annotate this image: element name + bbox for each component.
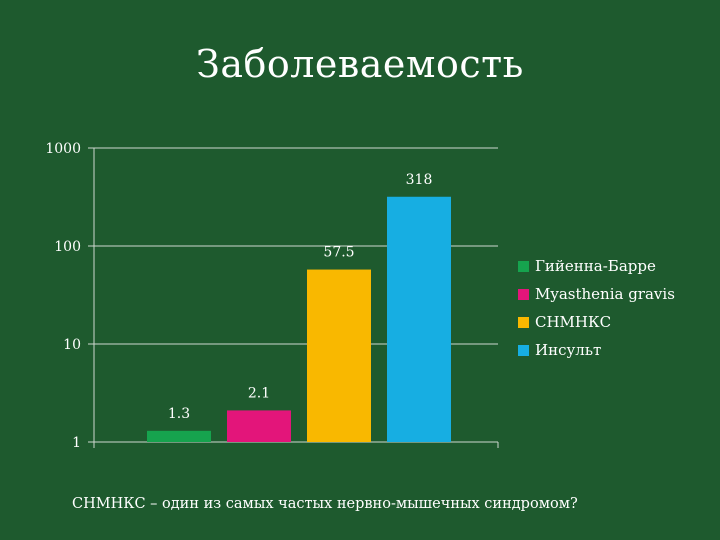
bar-1	[147, 430, 211, 442]
data-label: 57.5	[323, 245, 354, 261]
legend-label: Инсульт	[535, 341, 602, 359]
legend-swatch	[518, 344, 529, 356]
legend-item: Гийенна-Барре	[518, 252, 675, 280]
bar-2	[227, 410, 291, 442]
legend-item: Инсульт	[518, 336, 675, 364]
legend-item: Myasthenia gravis	[518, 280, 675, 308]
bar-4	[387, 196, 451, 442]
legend-swatch	[518, 316, 529, 328]
footnote: СНМНКС – один из самых частых нервно-мыш…	[72, 496, 578, 512]
data-label: 1.3	[168, 406, 190, 422]
y-tick-label: 1	[72, 435, 81, 451]
bar-3	[307, 269, 371, 442]
legend-label: СНМНКС	[535, 313, 612, 331]
legend-item: СНМНКС	[518, 308, 675, 336]
legend-swatch	[518, 288, 529, 300]
legend-swatch	[518, 260, 529, 272]
chart-title: Заболеваемость	[196, 42, 524, 86]
data-label: 2.1	[248, 385, 270, 401]
legend: Гийенна-Барре Myasthenia gravis СНМНКС Инсу…	[518, 252, 675, 364]
data-label: 318	[406, 172, 433, 188]
legend-label: Гийенна-Барре	[535, 257, 656, 275]
y-tick-label: 10	[63, 337, 81, 353]
y-tick-label: 100	[54, 239, 81, 255]
y-tick-label: 1000	[45, 141, 81, 157]
legend-label: Myasthenia gravis	[535, 285, 675, 303]
